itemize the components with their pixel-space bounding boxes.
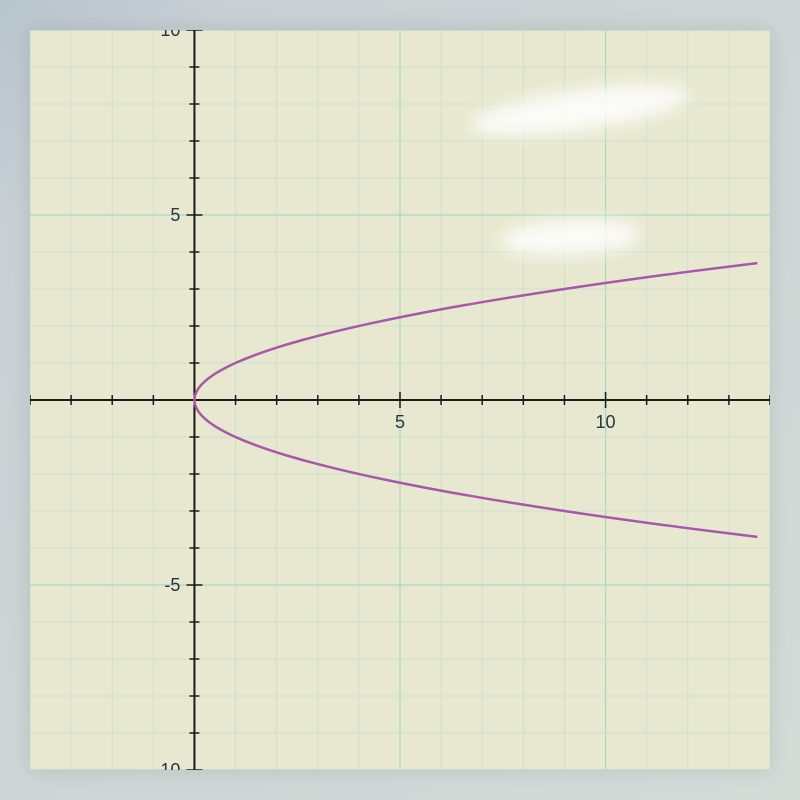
svg-text:-10: -10 (154, 760, 180, 770)
svg-text:10: 10 (596, 412, 616, 432)
svg-text:10: 10 (160, 30, 180, 40)
chart-area: 5 10 -10 -5 5 10 (30, 30, 770, 770)
coordinate-grid: 5 10 -10 -5 5 10 (30, 30, 770, 770)
svg-text:-5: -5 (164, 575, 180, 595)
svg-text:5: 5 (170, 205, 180, 225)
svg-text:5: 5 (395, 412, 405, 432)
